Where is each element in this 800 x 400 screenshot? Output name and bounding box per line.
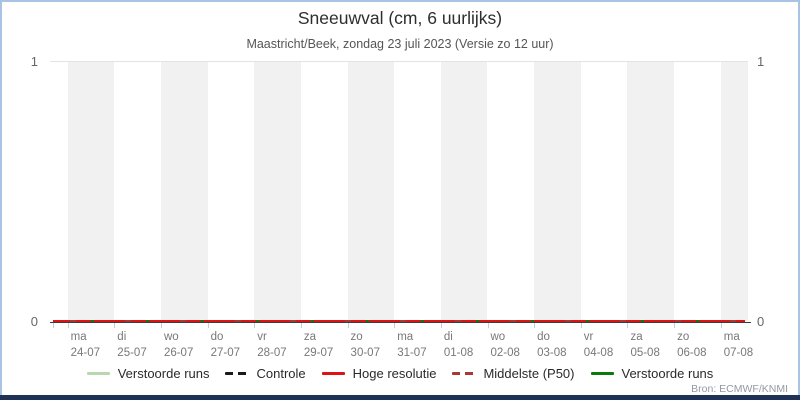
x-tick-date: 31-07 xyxy=(397,346,427,359)
day-band xyxy=(627,62,675,321)
x-tick-date: 07-08 xyxy=(723,346,754,359)
axis-tick xyxy=(67,323,69,328)
axis-tick xyxy=(160,323,162,328)
x-tick-weekday: wo xyxy=(163,331,179,343)
y-axis-label-left-top: 1 xyxy=(30,54,38,69)
x-tick-label: ma 31-07 xyxy=(397,330,426,361)
x-tick-label: wo 26-07 xyxy=(164,330,193,361)
x-tick-date: 27-07 xyxy=(210,346,241,359)
x-tick-date: 02-08 xyxy=(490,346,520,359)
x-tick-label: za 29-07 xyxy=(304,330,333,361)
axis-tick xyxy=(254,323,256,328)
day-band xyxy=(347,62,395,321)
axis-tick xyxy=(300,323,302,328)
y-axis-label-right-top: 1 xyxy=(757,54,765,69)
x-tick-label: do 27-07 xyxy=(211,330,240,361)
x-tick-date: 29-07 xyxy=(303,346,334,359)
x-axis-line xyxy=(50,322,751,323)
legend-item-verstoorde-runs: Verstoorde runs xyxy=(590,366,714,381)
axis-tick xyxy=(580,323,582,328)
x-tick-date: 04-08 xyxy=(583,346,614,359)
legend-item-controle: Controle xyxy=(225,366,306,381)
day-band xyxy=(160,62,208,321)
legend-swatch xyxy=(590,372,614,375)
x-tick-weekday: zo xyxy=(677,331,690,343)
axis-tick xyxy=(53,323,54,328)
axis-tick xyxy=(207,323,209,328)
y-axis-label-left-bottom: 0 xyxy=(30,314,38,329)
x-tick-label: zo 30-07 xyxy=(351,330,380,361)
axis-tick xyxy=(394,323,396,328)
legend-label: Middelste (P50) xyxy=(483,366,575,381)
x-tick-label: wo 02-08 xyxy=(491,330,520,361)
zero-value-line xyxy=(53,320,745,322)
axis-tick xyxy=(534,323,536,328)
x-tick-label: ma 07-08 xyxy=(724,330,753,361)
x-tick-weekday: ma xyxy=(70,331,87,343)
y-axis-label-right-bottom: 0 xyxy=(757,314,765,329)
x-tick-weekday: wo xyxy=(490,331,506,343)
source-credit: Bron: ECMWF/KNMI xyxy=(691,383,788,395)
x-tick-weekday: do xyxy=(210,331,224,343)
x-tick-date: 01-08 xyxy=(443,346,474,359)
x-tick-weekday: vr xyxy=(257,331,267,343)
legend-item-hoge-resolutie: Hoge resolutie xyxy=(321,366,437,381)
axis-tick xyxy=(114,323,116,328)
legend-label: Verstoorde runs xyxy=(117,366,210,381)
legend-label: Verstoorde runs xyxy=(621,366,714,381)
axis-tick xyxy=(674,323,676,328)
x-tick-date: 28-07 xyxy=(257,346,287,359)
x-tick-weekday: vr xyxy=(583,331,594,343)
bottom-brand-bar xyxy=(0,395,800,400)
legend-item-verstoorde-runs: Verstoorde runs xyxy=(86,366,210,381)
day-band xyxy=(720,62,748,321)
x-tick-weekday: zo xyxy=(350,331,363,343)
day-band xyxy=(67,62,115,321)
legend-swatch xyxy=(86,372,110,375)
x-tick-weekday: di xyxy=(443,331,453,343)
x-tick-weekday: di xyxy=(117,331,127,343)
chart-title: Sneeuwval (cm, 6 uurlijks) xyxy=(297,8,503,28)
x-tick-label: zo 06-08 xyxy=(677,330,706,361)
day-band xyxy=(534,62,581,321)
axis-tick xyxy=(720,323,722,328)
x-tick-weekday: za xyxy=(630,331,643,343)
axis-tick xyxy=(487,323,489,328)
axis-tick xyxy=(627,323,629,328)
legend-label: Controle xyxy=(256,366,306,381)
x-tick-label: vr 04-08 xyxy=(584,330,613,361)
x-tick-date: 06-08 xyxy=(677,346,707,359)
x-tick-label: di 25-07 xyxy=(117,330,146,361)
x-tick-label: za 05-08 xyxy=(630,330,659,361)
x-tick-date: 25-07 xyxy=(117,346,147,359)
legend: Verstoorde runs Controle Hoge resolutie Mid… xyxy=(0,366,800,381)
x-tick-weekday: ma xyxy=(397,331,414,343)
x-tick-weekday: do xyxy=(537,331,550,343)
legend-label: Hoge resolutie xyxy=(352,366,437,381)
x-tick-label: ma 24-07 xyxy=(71,330,100,361)
x-tick-weekday: ma xyxy=(723,331,740,343)
x-tick-date: 24-07 xyxy=(70,346,101,359)
x-tick-date: 26-07 xyxy=(163,346,194,359)
x-tick-label: di 01-08 xyxy=(444,330,473,361)
x-tick-date: 03-08 xyxy=(537,346,567,359)
x-tick-date: 05-08 xyxy=(630,346,660,359)
chart-subtitle: Maastricht/Beek, zondag 23 juli 2023 (Ve… xyxy=(246,37,554,51)
legend-swatch xyxy=(225,372,249,375)
legend-swatch xyxy=(452,372,476,375)
x-tick-date: 30-07 xyxy=(350,346,380,359)
plot-area xyxy=(50,61,748,321)
x-tick-label: do 03-08 xyxy=(537,330,566,361)
day-band xyxy=(254,62,301,321)
day-band xyxy=(440,62,488,321)
x-tick-label: vr 28-07 xyxy=(257,330,286,361)
legend-swatch xyxy=(321,372,345,375)
x-tick-weekday: za xyxy=(303,331,317,343)
legend-item-middelste-p50-: Middelste (P50) xyxy=(452,366,575,381)
top-gridline xyxy=(50,61,748,62)
axis-tick xyxy=(440,323,442,328)
axis-tick xyxy=(347,323,349,328)
